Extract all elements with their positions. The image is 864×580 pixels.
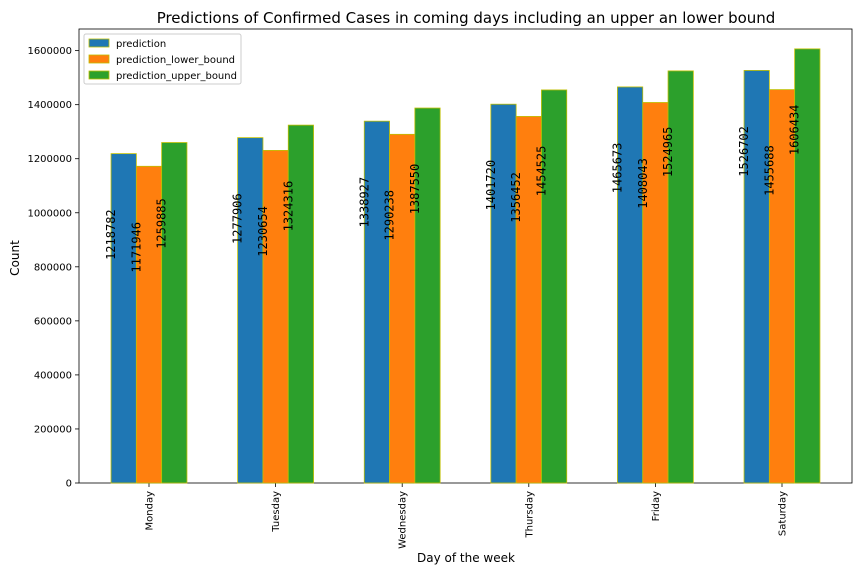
bar-value-label: 1524965	[661, 127, 675, 178]
bar-value-label: 1324316	[281, 181, 295, 232]
bar-value-label: 1465673	[610, 143, 624, 194]
bar-value-label: 1259885	[155, 198, 169, 249]
legend-swatch	[88, 70, 110, 80]
bar-prediction-lower-bound	[515, 116, 542, 484]
bar-prediction-lower-bound	[135, 165, 163, 484]
y-tick-label: 600000	[34, 316, 72, 327]
x-tick-label: Tuesday	[271, 491, 282, 533]
bar-value-label: 1454525	[534, 146, 548, 197]
legend-swatch	[88, 38, 110, 48]
bar-prediction-lower-bound	[642, 102, 669, 484]
legend-entry: prediction_upper_bound	[116, 71, 237, 82]
bar-value-label: 1526702	[737, 126, 751, 177]
legend-entry: prediction	[116, 39, 166, 50]
bar-value-label: 1408043	[636, 158, 650, 209]
bar-prediction-upper-bound	[287, 124, 314, 484]
bar-prediction	[110, 153, 137, 484]
x-tick-label: Friday	[651, 491, 662, 521]
x-tick-label: Wednesday	[398, 491, 409, 549]
bar-prediction-lower-bound	[389, 133, 416, 484]
y-tick-label: 1200000	[27, 154, 72, 165]
x-tick-label: Thursday	[524, 491, 535, 539]
bar-prediction-lower-bound	[768, 89, 796, 484]
bar-value-label: 1455688	[762, 145, 776, 196]
bar-value-label: 1218782	[104, 209, 118, 260]
bar-prediction	[363, 120, 390, 484]
x-tick-label: Monday	[145, 491, 156, 531]
plot-frame	[78, 28, 853, 484]
bar-prediction-upper-bound	[414, 107, 441, 484]
bar-prediction	[743, 70, 770, 484]
bar-value-labels: 1218782 1171946 1259885 1277906 1230654 13243…	[104, 105, 802, 273]
bar-value-label: 1338927	[357, 177, 371, 228]
bar-prediction	[490, 103, 517, 484]
y-tick-label: 1400000	[27, 100, 72, 111]
y-tick-label: 1000000	[27, 208, 72, 219]
bars	[110, 48, 821, 484]
y-tick-label: 800000	[34, 262, 72, 273]
bar-prediction-upper-bound	[667, 70, 694, 484]
y-axis: 0 200000 400000 600000 800000 1000000 1200000 1…	[27, 46, 79, 490]
bar-prediction-upper-bound	[161, 142, 188, 484]
legend: prediction prediction_lower_bound predicti…	[83, 33, 242, 85]
chart-title: Predictions of Confirmed Cases in coming…	[157, 9, 776, 27]
bar-value-label: 1387550	[408, 164, 422, 215]
bar-prediction-upper-bound	[541, 89, 568, 484]
bar-value-label: 1290238	[383, 190, 397, 241]
bar-prediction	[617, 86, 644, 484]
bar-value-label: 1606434	[788, 105, 802, 156]
bar-value-label: 1230654	[256, 206, 270, 257]
y-axis-label: Count	[8, 240, 22, 276]
bar-prediction-upper-bound	[794, 48, 821, 484]
x-axis-label: Day of the week	[417, 551, 515, 565]
bar-value-label: 1277906	[231, 193, 245, 244]
bar-value-label: 1171946	[129, 222, 143, 273]
legend-swatch	[88, 54, 110, 64]
legend-frame	[83, 33, 242, 85]
y-tick-label: 0	[66, 479, 72, 490]
x-tick-label: Saturday	[778, 491, 789, 536]
y-tick-label: 1600000	[27, 46, 72, 57]
bar-value-label: 1401720	[484, 160, 498, 211]
y-tick-label: 200000	[34, 424, 72, 435]
bar-prediction	[237, 137, 264, 484]
legend-entry: prediction_lower_bound	[116, 55, 235, 66]
x-axis: Monday Tuesday Wednesday Thursday Friday Satu…	[145, 483, 789, 549]
bar-value-label: 1356452	[509, 172, 523, 223]
y-tick-label: 400000	[34, 370, 72, 381]
